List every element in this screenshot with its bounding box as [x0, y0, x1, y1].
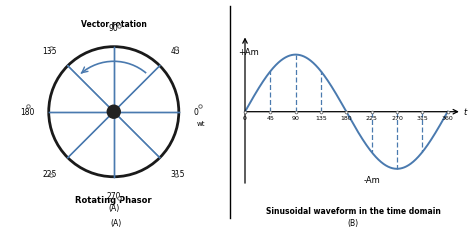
Text: 0: 0: [193, 108, 198, 117]
Text: +Am: +Am: [238, 48, 259, 57]
Text: (A): (A): [108, 203, 119, 212]
Text: 90: 90: [109, 24, 118, 33]
Text: 135: 135: [315, 116, 327, 121]
Text: 225: 225: [42, 169, 56, 178]
Text: t: t: [464, 108, 466, 117]
Text: 315: 315: [417, 116, 428, 121]
Text: 180: 180: [340, 116, 352, 121]
Text: Sinusoidal waveform in the time domain: Sinusoidal waveform in the time domain: [266, 206, 440, 215]
Text: 270: 270: [107, 191, 121, 200]
Text: 225: 225: [366, 116, 378, 121]
Text: 360: 360: [442, 116, 454, 121]
Text: 315: 315: [171, 169, 185, 178]
Circle shape: [107, 106, 120, 119]
Text: 45: 45: [171, 46, 181, 55]
Text: 45: 45: [266, 116, 274, 121]
Text: -Am: -Am: [363, 175, 380, 184]
Text: Vector rotation: Vector rotation: [81, 20, 146, 29]
Text: 135: 135: [42, 46, 56, 55]
Text: Rotating Phasor: Rotating Phasor: [75, 195, 152, 204]
Text: (A): (A): [110, 218, 122, 227]
Text: 0: 0: [243, 116, 247, 121]
Text: (B): (B): [347, 218, 359, 227]
Text: 90: 90: [292, 116, 300, 121]
Text: wt: wt: [196, 120, 205, 126]
Text: 270: 270: [391, 116, 403, 121]
Text: 180: 180: [20, 108, 35, 117]
